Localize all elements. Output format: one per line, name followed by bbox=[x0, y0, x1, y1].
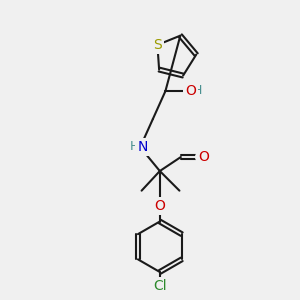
Circle shape bbox=[151, 39, 164, 51]
Text: O: O bbox=[185, 84, 196, 98]
Text: O: O bbox=[198, 150, 209, 164]
Text: O: O bbox=[154, 199, 165, 213]
Text: Cl: Cl bbox=[153, 279, 166, 293]
Text: N: N bbox=[137, 140, 148, 154]
Circle shape bbox=[184, 85, 197, 97]
Text: S: S bbox=[153, 38, 162, 52]
Circle shape bbox=[154, 200, 166, 212]
Circle shape bbox=[132, 139, 148, 155]
Circle shape bbox=[196, 151, 208, 163]
Text: H: H bbox=[129, 140, 139, 153]
Circle shape bbox=[152, 278, 168, 294]
Text: H: H bbox=[193, 84, 202, 97]
